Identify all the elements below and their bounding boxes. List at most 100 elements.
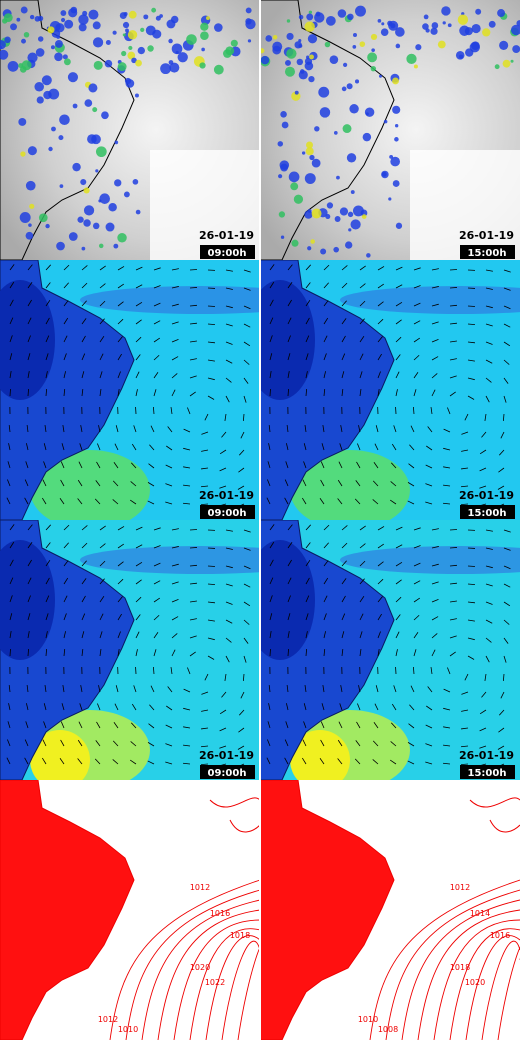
wind-arrow — [287, 299, 292, 307]
coast-isobar — [469, 797, 520, 833]
wind-arrow — [26, 443, 29, 451]
wind-arrow — [395, 319, 402, 325]
rain-cell — [81, 246, 86, 251]
wind-arrow — [201, 709, 209, 712]
wind-arrow — [460, 485, 469, 488]
wind-arrow — [485, 601, 493, 605]
wind-arrow — [150, 425, 155, 433]
wind-arrow — [99, 335, 105, 343]
rain-cell — [329, 55, 339, 64]
wind-arrow — [225, 377, 232, 383]
wind-arrow — [45, 388, 48, 397]
rain-cell — [516, 20, 520, 27]
wind-arrow — [305, 648, 308, 657]
wind-arrow — [117, 561, 124, 567]
rain-cell — [27, 146, 37, 156]
rain-cell — [308, 10, 313, 14]
wind-arrow — [43, 721, 47, 729]
wind-arrow — [395, 284, 403, 289]
rain-cell — [352, 33, 357, 38]
rain-cell — [510, 24, 520, 36]
wind-arrow — [219, 727, 227, 732]
wind-arrow — [377, 649, 380, 657]
rain-cell — [10, 23, 17, 31]
wind-arrow — [63, 648, 66, 657]
wind-arrow — [77, 758, 83, 765]
wind-arrow — [425, 483, 433, 487]
wind-arrow — [268, 703, 271, 711]
wind-arrow — [112, 759, 119, 765]
rain-cell — [245, 18, 256, 30]
wind-arrow — [117, 353, 122, 361]
wind-arrow — [395, 301, 403, 307]
wind-arrow — [182, 762, 191, 765]
wind-arrow — [153, 580, 161, 585]
wind-arrow — [81, 631, 85, 639]
wind-arrow — [153, 649, 157, 657]
wind-arrow — [97, 703, 101, 711]
rain-cell — [56, 241, 65, 251]
isobar-label: 1020 — [465, 978, 485, 987]
rain-cell — [465, 48, 474, 57]
warm-core — [30, 730, 90, 780]
wind-arrow — [269, 613, 273, 621]
wind-arrow — [359, 560, 366, 567]
wind-arrow — [467, 359, 475, 362]
wind-arrow — [112, 499, 119, 505]
wind-arrow — [461, 727, 469, 730]
wind-arrow — [425, 724, 433, 729]
wind-arrow — [431, 528, 439, 531]
wind-arrow — [341, 613, 346, 621]
rain-cell — [137, 46, 145, 55]
rain-cell — [132, 179, 139, 185]
isobar-label: 1018 — [450, 963, 470, 972]
wind-arrow — [359, 371, 363, 379]
wind-arrow — [225, 359, 233, 364]
wind-arrow — [243, 619, 250, 625]
wind-arrow — [9, 264, 15, 271]
rain-cell — [366, 253, 371, 258]
wind-arrow — [63, 613, 67, 621]
isobar-label: 1012 — [450, 883, 470, 892]
wind-arrow — [219, 467, 227, 472]
rain-cell — [19, 212, 31, 223]
wind-arrow — [45, 595, 50, 603]
wind-arrow — [425, 501, 433, 505]
wind-arrow — [225, 341, 233, 345]
wind-arrow — [305, 631, 308, 639]
wind-arrow — [130, 481, 137, 487]
wind-arrow — [131, 462, 137, 469]
wind-arrow — [447, 667, 451, 675]
wind-arrow — [44, 425, 47, 433]
wind-arrow — [187, 667, 191, 675]
rain-cell — [72, 162, 81, 172]
wind-arrow — [485, 619, 493, 624]
wind-arrow — [59, 498, 65, 505]
wind-arrow — [45, 648, 48, 657]
rain-cell — [64, 19, 74, 29]
isobar — [157, 909, 260, 1040]
wind-arrow — [201, 449, 209, 452]
wind-arrow — [464, 413, 469, 421]
rain-cell — [2, 18, 8, 24]
rain-cell — [171, 43, 183, 55]
wind-arrow — [339, 703, 343, 711]
wind-arrow — [183, 744, 191, 747]
rain-cell — [499, 40, 509, 50]
rain-cell — [92, 21, 101, 30]
rain-cell — [441, 6, 451, 16]
wind-arrow — [243, 359, 250, 365]
rain-cell — [92, 222, 100, 230]
wind-arrow — [374, 703, 379, 711]
isobar — [205, 935, 260, 1040]
wind-arrow — [182, 502, 191, 505]
warm-zone — [30, 450, 150, 520]
rain-cell — [502, 59, 511, 68]
wind-arrow — [395, 614, 401, 621]
wind-arrow — [443, 707, 451, 711]
wind-arrow — [341, 282, 348, 289]
wind-arrow — [8, 685, 11, 693]
wind-arrow — [409, 444, 415, 451]
wind-arrow — [170, 667, 173, 675]
rain-cell — [365, 112, 369, 116]
